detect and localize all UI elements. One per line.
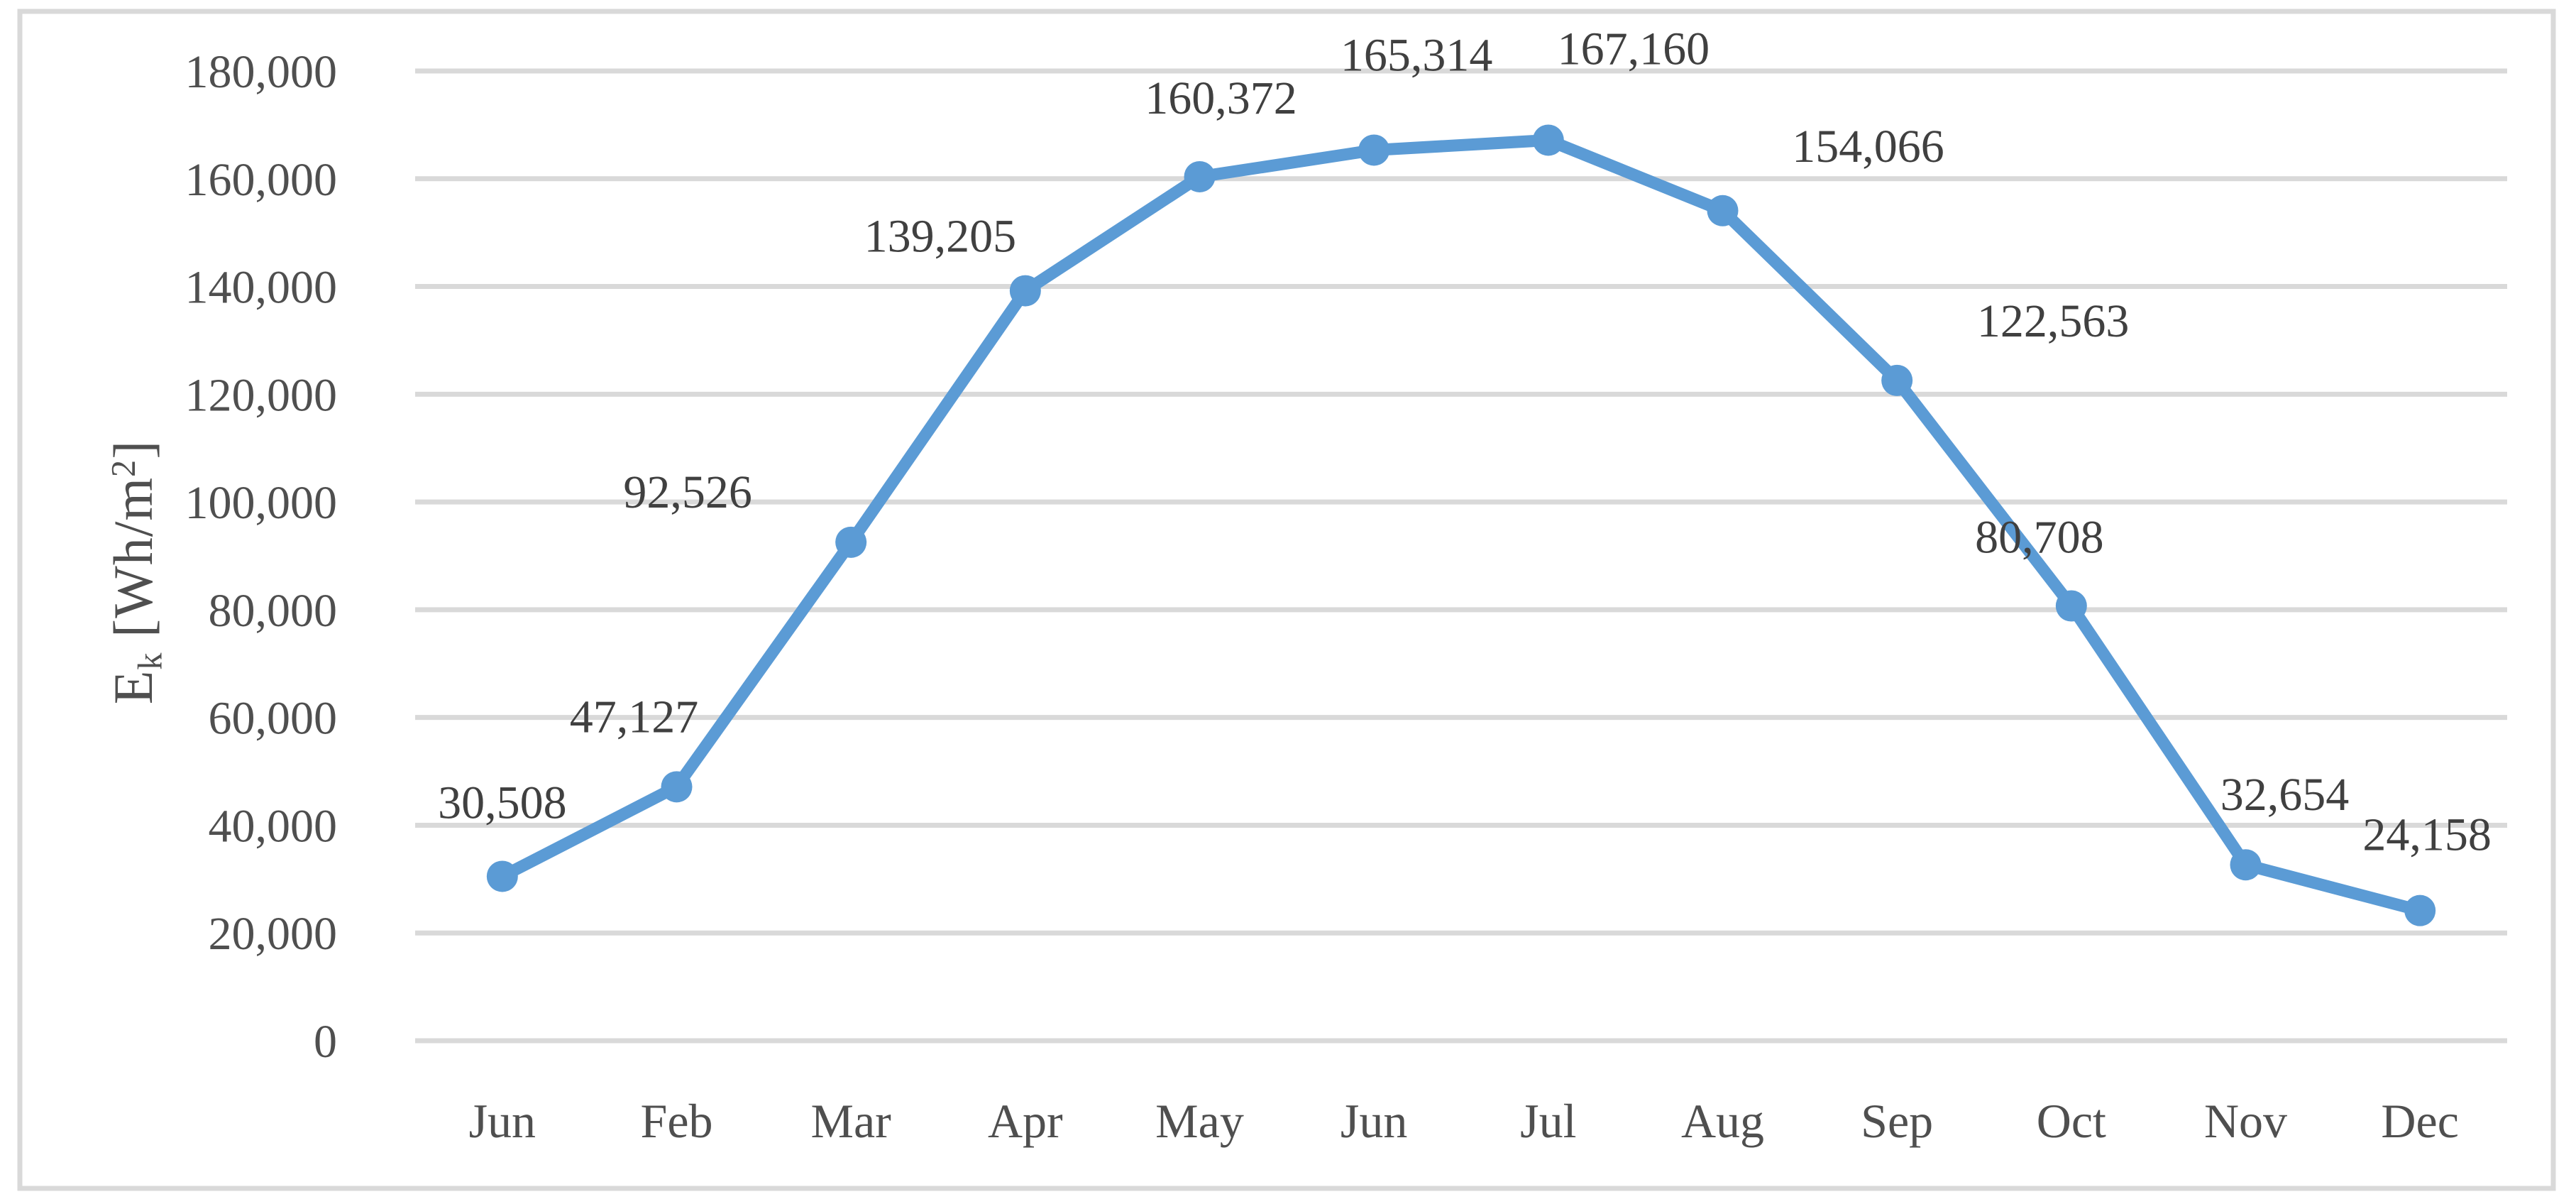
- x-axis-month-label: Jun: [1341, 1094, 1407, 1148]
- data-point-label: 139,205: [864, 211, 1017, 263]
- data-point-marker: [1009, 275, 1041, 307]
- x-axis-month-label: May: [1155, 1094, 1244, 1148]
- data-point-label: 165,314: [1341, 29, 1493, 81]
- x-axis-month-label: Feb: [641, 1094, 713, 1148]
- y-axis-tick-label: 120,000: [185, 369, 338, 421]
- data-point-marker: [2230, 849, 2262, 881]
- data-point-label: 30,508: [438, 777, 567, 828]
- y-axis-tick-label: 20,000: [209, 908, 338, 960]
- y-axis-tick-label: 80,000: [209, 585, 338, 637]
- x-axis-month-label: Sep: [1861, 1094, 1933, 1148]
- data-point-marker: [1881, 364, 1913, 396]
- data-point-marker: [1532, 124, 1564, 156]
- data-point-label: 92,526: [623, 466, 752, 518]
- data-point-marker: [835, 526, 867, 558]
- data-point-label: 80,708: [1975, 512, 2104, 564]
- data-point-label: 167,160: [1558, 23, 1710, 75]
- data-point-label: 154,066: [1792, 121, 1944, 173]
- data-point-marker: [2055, 590, 2087, 622]
- y-axis-title-superscript: 2: [104, 459, 143, 477]
- x-axis-month-label: Jul: [1520, 1094, 1576, 1148]
- y-axis-title-symbol: E: [102, 669, 164, 705]
- y-axis-title-unit: [Wh/m: [102, 476, 164, 652]
- figure-border: [17, 9, 2556, 1191]
- data-point-marker: [1184, 160, 1216, 192]
- series-line: [496, 133, 2426, 917]
- y-axis-title-unit-close: ]: [102, 439, 164, 459]
- y-axis-tick-label: 180,000: [185, 46, 338, 98]
- y-axis-tick-label: 100,000: [185, 477, 338, 529]
- y-axis-title-subscript: k: [131, 652, 170, 670]
- y-axis-tick-label: 0: [314, 1016, 337, 1068]
- x-axis-month-label: Dec: [2381, 1094, 2458, 1148]
- y-axis-tick-label: 160,000: [185, 154, 338, 206]
- x-axis-month-label: Oct: [2037, 1094, 2106, 1148]
- data-point-marker: [1707, 195, 1739, 226]
- data-point-label: 32,654: [2220, 769, 2350, 821]
- x-axis-month-label: Nov: [2204, 1094, 2287, 1148]
- y-axis-tick-label: 40,000: [209, 800, 338, 852]
- data-point-marker: [2404, 894, 2436, 926]
- x-axis-month-label: Aug: [1681, 1094, 1764, 1148]
- data-point-marker: [1358, 134, 1390, 166]
- x-axis-month-label: Mar: [811, 1094, 892, 1148]
- data-point-label: 160,372: [1145, 72, 1297, 124]
- y-axis-title: Ek [Wh/m2]: [101, 439, 170, 705]
- y-axis-tick-label: 60,000: [209, 693, 338, 745]
- x-axis-month-label: Apr: [988, 1094, 1063, 1148]
- y-axis-tick-label: 140,000: [185, 262, 338, 314]
- data-point-label: 47,127: [570, 691, 699, 743]
- data-point-marker: [486, 860, 518, 892]
- data-point-marker: [661, 771, 693, 803]
- x-axis-month-label: Jun: [469, 1094, 536, 1148]
- data-point-label: 122,563: [1977, 295, 2130, 347]
- data-point-label: 24,158: [2362, 809, 2492, 861]
